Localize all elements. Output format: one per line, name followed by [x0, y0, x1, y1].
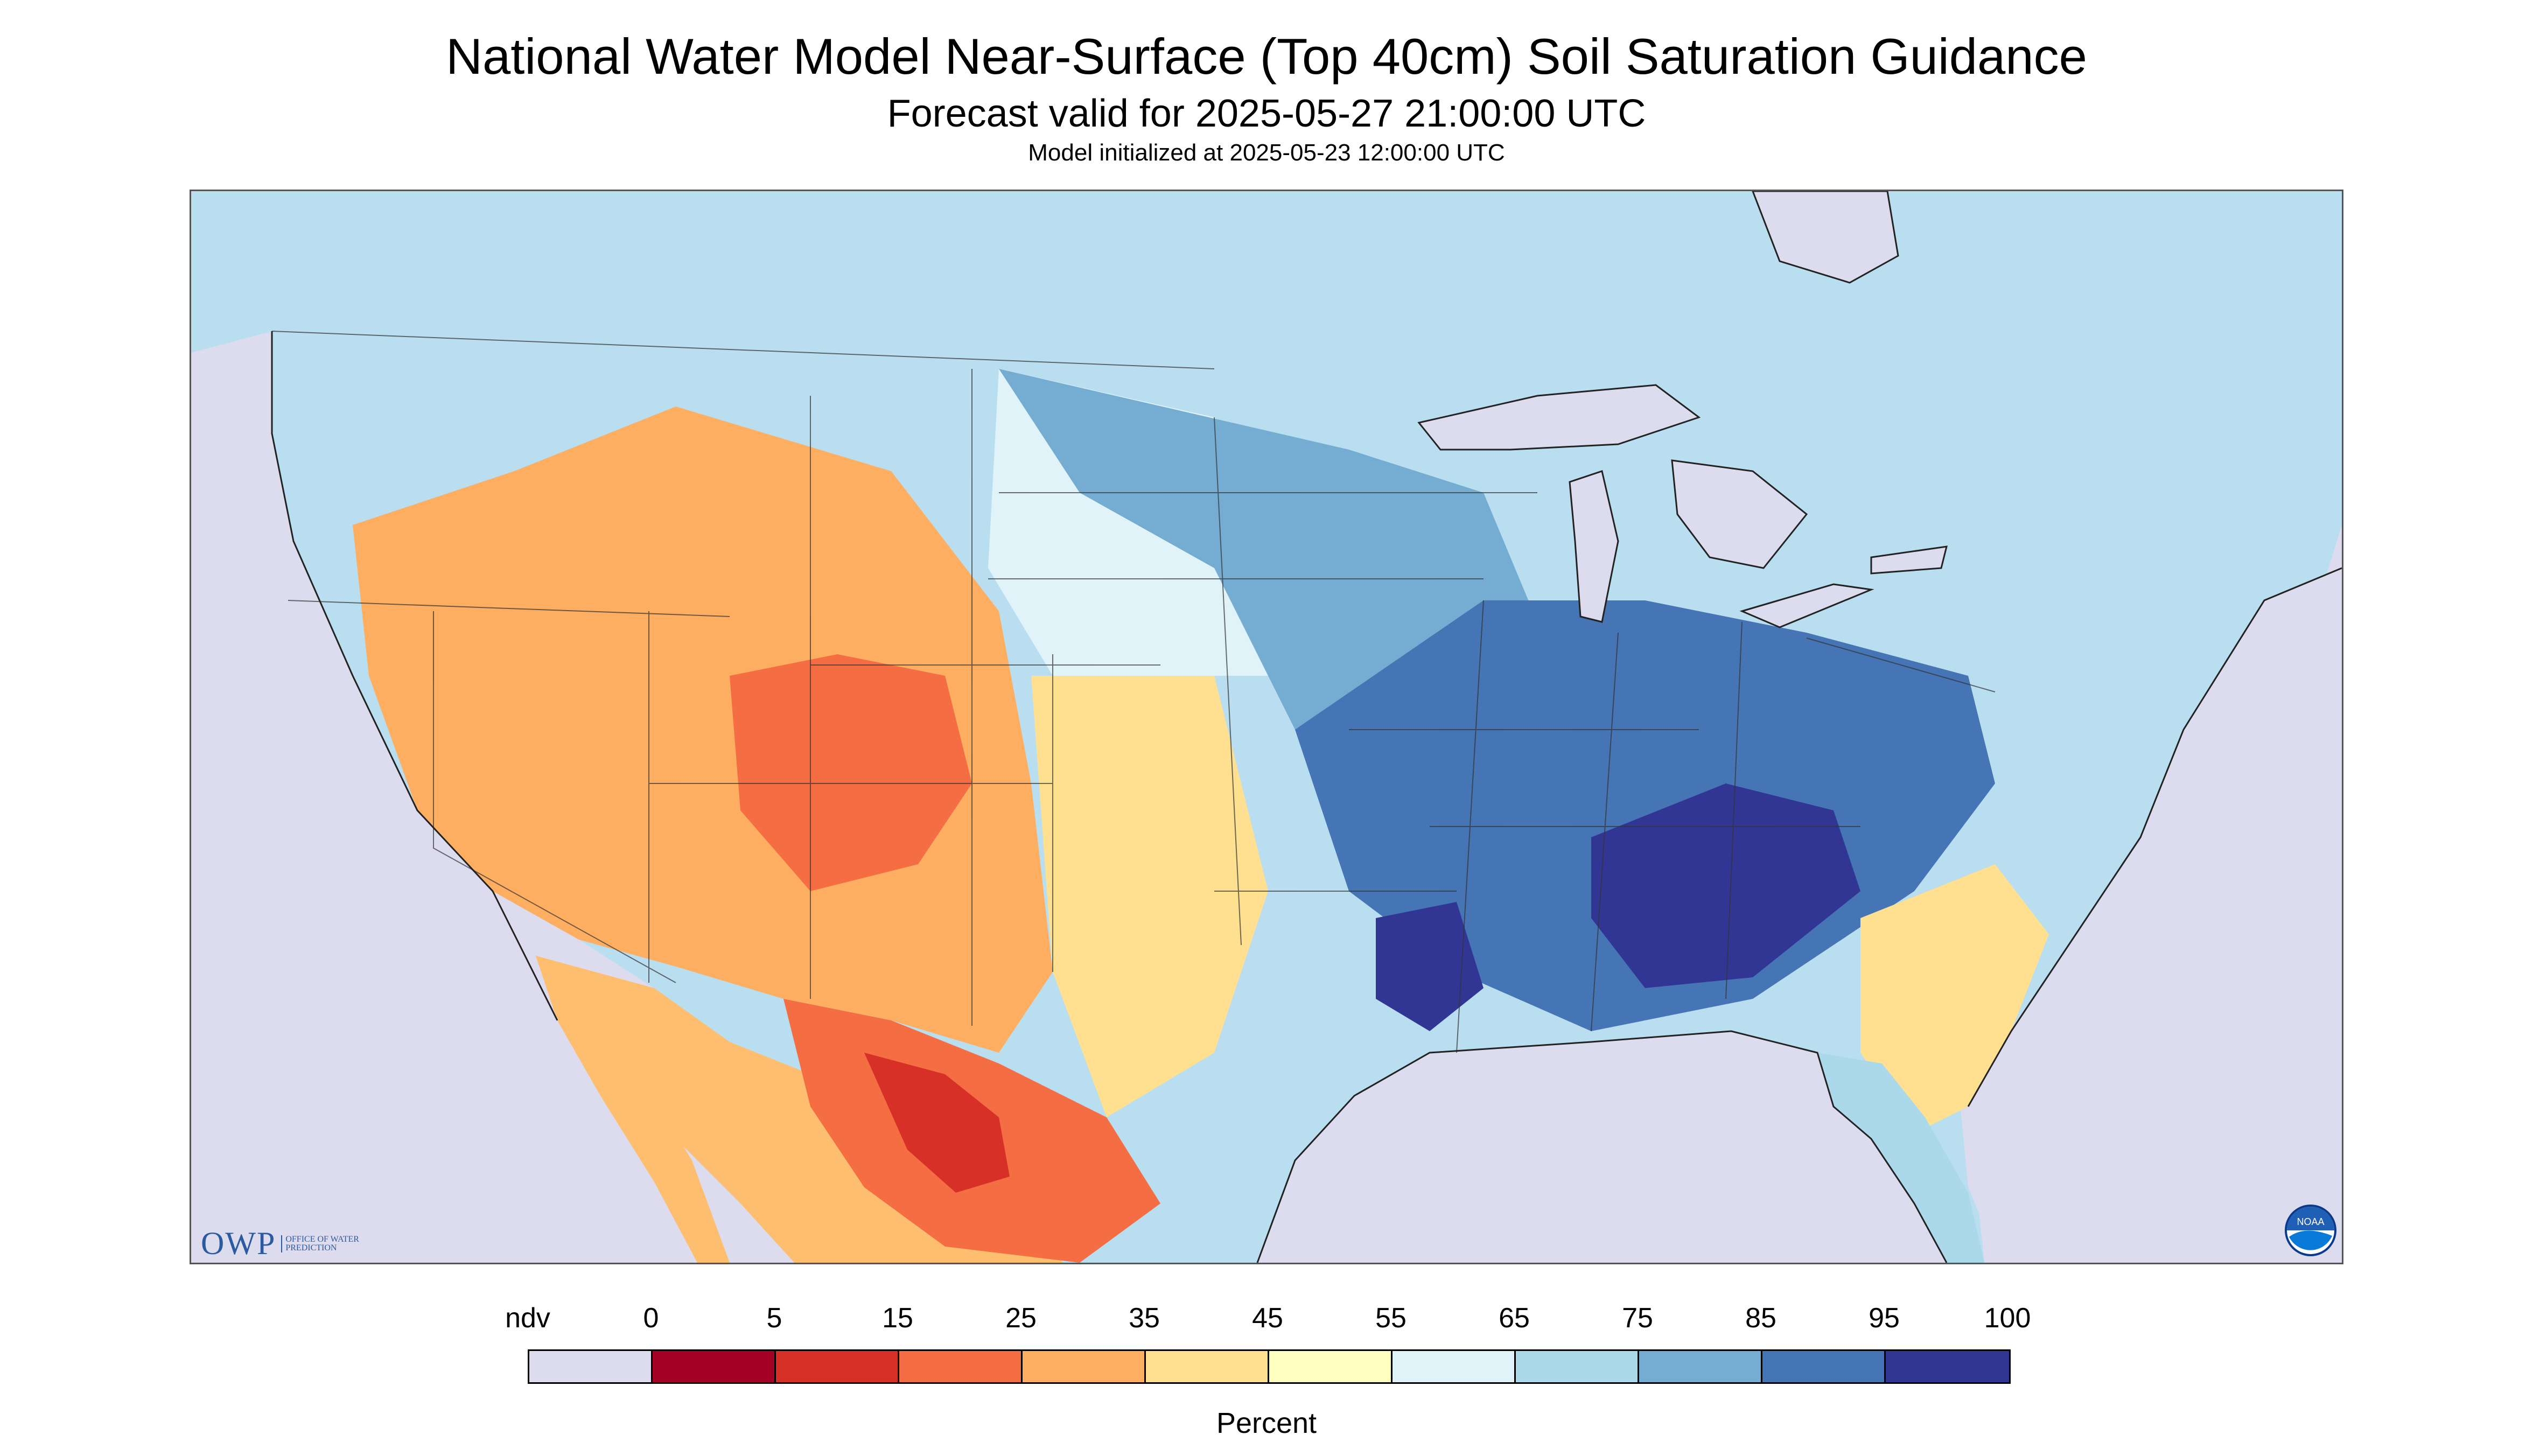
legend-colorbar: [528, 1349, 2011, 1384]
noaa-logo: NOAA: [2285, 1205, 2336, 1256]
legend-swatch: [899, 1351, 1023, 1382]
chart-title: National Water Model Near-Surface (Top 4…: [446, 28, 2087, 85]
hudson-bay: [1752, 191, 1899, 284]
owp-logo-mark: OWP: [201, 1226, 276, 1261]
ohio-valley-darkest: [1591, 783, 1860, 988]
baja-peninsula: [536, 956, 730, 1263]
owp-logo-text: OFFICE OF WATER PREDICTION: [281, 1235, 361, 1252]
legend-swatch: [1516, 1351, 1639, 1382]
legend-label: 55: [1375, 1303, 1407, 1334]
left-projection-edge: [191, 568, 471, 1263]
legend-swatch: [1639, 1351, 1762, 1382]
west-dry-region: [353, 407, 1053, 1053]
forecast-valid-subtitle: Forecast valid for 2025-05-27 21:00:00 U…: [887, 92, 1646, 135]
legend-labels: ndv 0 5 15 25 35 45 55 65 75 85 95 100: [0, 1302, 2533, 1340]
gulf-of-mexico: [1257, 1031, 1947, 1263]
legend-swatch: [653, 1351, 776, 1382]
legend-label-ndv: ndv: [505, 1303, 550, 1334]
legend-label: 95: [1869, 1303, 1900, 1334]
lake-huron: [1671, 459, 1808, 569]
florida-land: [1817, 1053, 1984, 1263]
legend-swatch: [1146, 1351, 1269, 1382]
right-projection-edge: [2178, 525, 2342, 1263]
legend-label: 5: [766, 1303, 782, 1334]
northern-plains-blue: [999, 369, 1537, 730]
legend-swatch: [1762, 1351, 1886, 1382]
legend-label: 35: [1129, 1303, 1160, 1334]
lake-michigan: [1569, 470, 1619, 623]
legend-label: 100: [1984, 1303, 2031, 1334]
canada-land: [191, 191, 2342, 633]
lake-erie: [1739, 583, 1874, 628]
coastlines: [271, 331, 2342, 1263]
arklatex-darkest: [1376, 902, 1484, 1031]
legend-swatch: [1269, 1351, 1393, 1382]
southeast-coast-yellow: [1860, 864, 2049, 1133]
map-canvas: [191, 191, 2342, 1263]
owp-logo: OWP OFFICE OF WATER PREDICTION: [201, 1225, 361, 1262]
lake-superior: [1417, 384, 1701, 451]
legend-swatch: [776, 1351, 899, 1382]
legend-swatch: [1886, 1351, 2009, 1382]
legend-label: 45: [1252, 1303, 1283, 1334]
noaa-logo-text: NOAA: [2297, 1216, 2324, 1227]
southwest-deep-red: [864, 1053, 1010, 1193]
state-boundaries: [271, 331, 1996, 1053]
legend-label: 85: [1745, 1303, 1776, 1334]
model-init-line: Model initialized at 2025-05-23 12:00:00…: [1028, 139, 1505, 166]
legend-label: 65: [1499, 1303, 1530, 1334]
lake-ontario: [1870, 545, 1948, 575]
legend-label: 15: [882, 1303, 913, 1334]
legend-unit-label: Percent: [1216, 1407, 1317, 1439]
legend-label: 75: [1622, 1303, 1653, 1334]
legend-swatch-ndv: [529, 1351, 653, 1382]
colorado-orange: [730, 654, 972, 891]
legend-label: 0: [643, 1303, 659, 1334]
legend-swatch: [1023, 1351, 1146, 1382]
legend-swatch: [1393, 1351, 1516, 1382]
legend-label: 25: [1005, 1303, 1037, 1334]
high-plains-yellow: [1031, 676, 1268, 1117]
soil-saturation-map: OWP OFFICE OF WATER PREDICTION NOAA: [190, 190, 2343, 1264]
